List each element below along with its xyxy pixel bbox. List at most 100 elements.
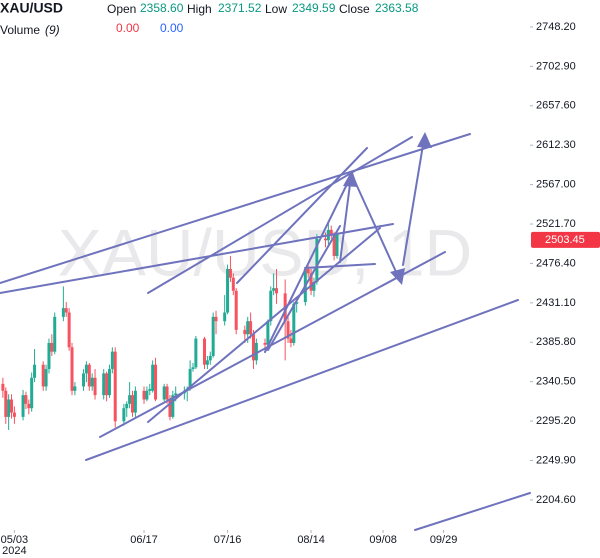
symbol: XAU/USD [0, 0, 63, 16]
candle-body [21, 395, 25, 417]
candle-body [194, 338, 198, 368]
candle-body [84, 364, 88, 374]
candle-body [289, 338, 293, 343]
candle-body [165, 386, 169, 400]
trend-line [85, 299, 519, 461]
candle-body [191, 367, 195, 370]
arrow-head [417, 132, 432, 148]
candle-body [33, 364, 37, 378]
candle-body [269, 290, 273, 322]
candle-body [154, 364, 158, 400]
candle-body [53, 316, 57, 352]
volume-value: 0.00 [116, 21, 140, 35]
y-tick-label: 2567.00 [536, 179, 576, 191]
high-label: High [187, 2, 212, 16]
candle-body [12, 412, 16, 417]
candle-body [93, 377, 97, 396]
candle-body [246, 321, 250, 335]
candle-body [214, 316, 218, 322]
candle-body [174, 393, 178, 396]
candle-body [332, 234, 336, 256]
candle-body [211, 316, 215, 357]
candle-body [286, 321, 290, 339]
x-tick-label: 09/29 [430, 534, 458, 546]
candle-body [82, 373, 86, 387]
low-label: Low [265, 2, 287, 16]
y-tick-label: 2204.60 [536, 494, 576, 506]
candle-body [243, 329, 247, 335]
arrow-line [339, 183, 351, 263]
legend-header: XAU/USD Open 2358.60 High 2371.52 Low 23… [0, 0, 419, 37]
candle-body [41, 364, 45, 387]
volume-period: (9) [45, 23, 60, 37]
candle-body [4, 390, 8, 417]
trend-line [0, 223, 394, 294]
candle-body [203, 338, 207, 365]
trend-line [147, 227, 381, 423]
candle-body [122, 408, 126, 422]
open-value: 2358.60 [140, 1, 184, 15]
candle-body [128, 395, 132, 404]
last-price-tag [531, 231, 600, 248]
trend-line [99, 251, 446, 438]
candle-body [312, 282, 316, 291]
y-tick-label: 2295.20 [536, 415, 576, 427]
trend-drawings [0, 132, 531, 531]
y-tick-label: 2476.40 [536, 257, 576, 269]
trend-line [304, 263, 376, 269]
trend-line [147, 136, 413, 294]
trend-line [0, 133, 471, 284]
y-tick-label: 2612.30 [536, 139, 576, 151]
y-tick-label: 2431.10 [536, 297, 576, 309]
candle-body [105, 373, 109, 396]
candle-body [125, 403, 129, 409]
candle-body [27, 403, 31, 409]
axes: 2748.20 2702.90 2657.60 2612.30 2567.00 2521.… [1, 21, 600, 557]
candle-body [171, 395, 175, 417]
candle-body [251, 334, 255, 361]
candle-body [1, 383, 5, 391]
y-tick-label: 2748.20 [536, 21, 576, 33]
candle-body [67, 312, 71, 348]
year-label: 2024 [2, 545, 26, 557]
high-value: 2371.52 [218, 1, 262, 15]
y-tick-label: 2521.70 [536, 218, 576, 230]
candle-body [275, 288, 279, 294]
candle-body [266, 321, 270, 345]
x-tick-label: 07/16 [214, 534, 242, 546]
volume-label: Volume [0, 23, 40, 37]
candle-body [223, 312, 227, 322]
y-tick-label: 2385.80 [536, 336, 576, 348]
arrow-line [351, 174, 398, 275]
trend-line [236, 147, 368, 284]
candle-body [102, 373, 106, 396]
candle-body [151, 364, 155, 391]
candle-body [168, 399, 172, 417]
trend-line [264, 177, 351, 353]
candle-body [208, 356, 212, 361]
candles [1, 221, 339, 430]
candle-body [50, 342, 54, 352]
candle-body [249, 321, 253, 335]
candle-body [306, 269, 310, 274]
candle-body [145, 390, 149, 400]
candle-body [231, 277, 235, 291]
candle-body [272, 288, 276, 291]
candle-body [24, 395, 28, 404]
x-tick-label: 06/17 [130, 534, 158, 546]
candle-body [335, 234, 339, 256]
candle-body [87, 364, 91, 387]
y-tick-label: 2657.60 [536, 100, 576, 112]
candle-body [131, 395, 134, 413]
candle-body [295, 302, 299, 304]
candle-body [7, 399, 11, 417]
candle-body [309, 273, 313, 291]
close-value: 2363.58 [375, 1, 419, 15]
low-value: 2349.59 [292, 1, 336, 15]
arrow-head [343, 170, 358, 187]
y-tick-label: 2340.50 [536, 376, 576, 388]
candle-body [73, 386, 77, 391]
last-price-label: 2503.45 [545, 234, 585, 246]
x-tick-label: 09/08 [369, 534, 397, 546]
